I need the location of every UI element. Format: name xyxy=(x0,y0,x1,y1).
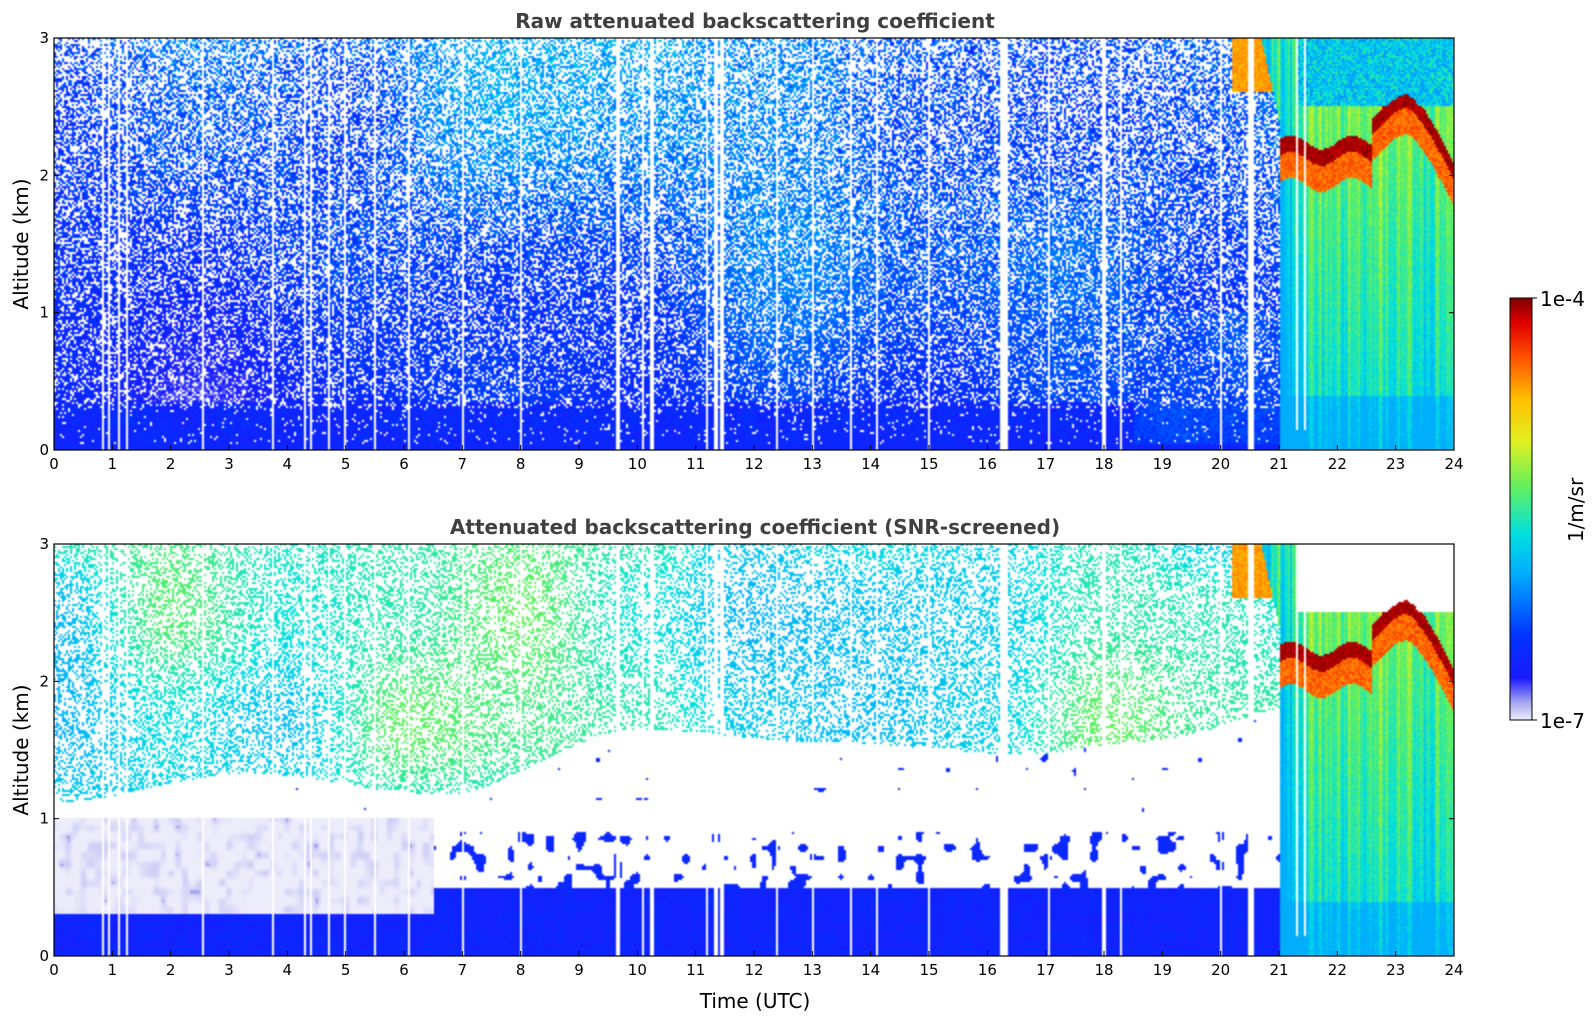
x-tick-label: 9 xyxy=(574,455,584,473)
x-tick-label: 17 xyxy=(1036,961,1055,979)
x-tick-label: 19 xyxy=(1153,961,1172,979)
x-tick-label: 7 xyxy=(458,961,468,979)
x-tick-label: 1 xyxy=(108,455,118,473)
x-tick-label: 16 xyxy=(978,961,997,979)
x-tick-label: 11 xyxy=(686,455,705,473)
y-tick-label: 3 xyxy=(39,535,49,553)
y-axis-label: Altitude (km) xyxy=(9,684,33,815)
x-tick-label: 13 xyxy=(803,455,822,473)
x-tick-label: 19 xyxy=(1153,455,1172,473)
x-axis-label: Time (UTC) xyxy=(699,989,811,1013)
x-tick-label: 6 xyxy=(399,961,409,979)
x-tick-label: 2 xyxy=(166,455,176,473)
x-tick-label: 10 xyxy=(628,455,647,473)
x-tick-label: 8 xyxy=(516,961,526,979)
heatmap-image xyxy=(54,544,1454,956)
y-tick-label: 1 xyxy=(39,810,49,828)
y-tick-label: 0 xyxy=(39,441,49,459)
x-tick-label: 15 xyxy=(919,961,938,979)
x-tick-label: 22 xyxy=(1328,961,1347,979)
x-tick-label: 16 xyxy=(978,455,997,473)
x-tick-label: 15 xyxy=(919,455,938,473)
snr-screened-panel: Attenuated backscattering coefficient (S… xyxy=(9,515,1464,1013)
x-tick-label: 4 xyxy=(283,961,293,979)
x-tick-label: 22 xyxy=(1328,455,1347,473)
colorbar-gradient xyxy=(1509,297,1533,721)
colorbar-unit-label: 1/m/sr xyxy=(1564,477,1588,542)
x-tick-label: 21 xyxy=(1269,961,1288,979)
x-tick-label: 4 xyxy=(283,455,293,473)
x-tick-label: 0 xyxy=(49,961,59,979)
x-tick-label: 13 xyxy=(803,961,822,979)
x-tick-label: 10 xyxy=(628,961,647,979)
x-tick-label: 5 xyxy=(341,961,351,979)
x-tick-label: 20 xyxy=(1211,961,1230,979)
y-axis: 0 1 2 3 xyxy=(39,29,1454,459)
x-tick-label: 12 xyxy=(744,961,763,979)
colorbar-max-label: 1e-4 xyxy=(1540,287,1585,311)
x-tick-label: 18 xyxy=(1094,455,1113,473)
x-tick-label: 23 xyxy=(1386,455,1405,473)
raw-backscatter-panel: Raw attenuated backscattering coefficien… xyxy=(9,9,1464,473)
x-tick-label: 9 xyxy=(574,961,584,979)
heatmap-image xyxy=(54,38,1454,450)
y-axis: 0 1 2 3 xyxy=(39,535,1454,965)
x-axis: 0 1 2 3 4 5 6 7 8 9 10 11 12 13 14 15 16 17 18 19 20 21 22 23 24 xyxy=(49,445,1464,473)
x-tick-label: 18 xyxy=(1094,961,1113,979)
colorbar: 1e-4 1e-7 1/m/sr xyxy=(1509,287,1588,733)
y-tick-label: 2 xyxy=(39,672,49,690)
x-tick-label: 8 xyxy=(516,455,526,473)
x-tick-label: 2 xyxy=(166,961,176,979)
x-tick-label: 1 xyxy=(108,961,118,979)
x-axis: 0 1 2 3 4 5 6 7 8 9 10 11 12 13 14 15 16 17 18 19 20 21 22 23 24 xyxy=(49,951,1464,979)
panel-title: Attenuated backscattering coefficient (S… xyxy=(450,515,1060,539)
x-tick-label: 0 xyxy=(49,455,59,473)
x-tick-label: 14 xyxy=(861,961,880,979)
x-tick-label: 3 xyxy=(224,455,234,473)
x-tick-label: 24 xyxy=(1444,961,1463,979)
x-tick-label: 17 xyxy=(1036,455,1055,473)
x-tick-label: 12 xyxy=(744,455,763,473)
x-tick-label: 7 xyxy=(458,455,468,473)
x-tick-label: 6 xyxy=(399,455,409,473)
x-tick-label: 24 xyxy=(1444,455,1463,473)
x-tick-label: 21 xyxy=(1269,455,1288,473)
x-tick-label: 11 xyxy=(686,961,705,979)
x-tick-label: 20 xyxy=(1211,455,1230,473)
y-tick-label: 2 xyxy=(39,166,49,184)
x-tick-label: 5 xyxy=(341,455,351,473)
x-tick-label: 3 xyxy=(224,961,234,979)
y-tick-label: 0 xyxy=(39,947,49,965)
y-tick-label: 3 xyxy=(39,29,49,47)
x-tick-label: 23 xyxy=(1386,961,1405,979)
colorbar-min-label: 1e-7 xyxy=(1540,709,1585,733)
panel-title: Raw attenuated backscattering coefficien… xyxy=(515,9,995,33)
y-axis-label: Altitude (km) xyxy=(9,178,33,309)
x-tick-label: 14 xyxy=(861,455,880,473)
y-tick-label: 1 xyxy=(39,304,49,322)
